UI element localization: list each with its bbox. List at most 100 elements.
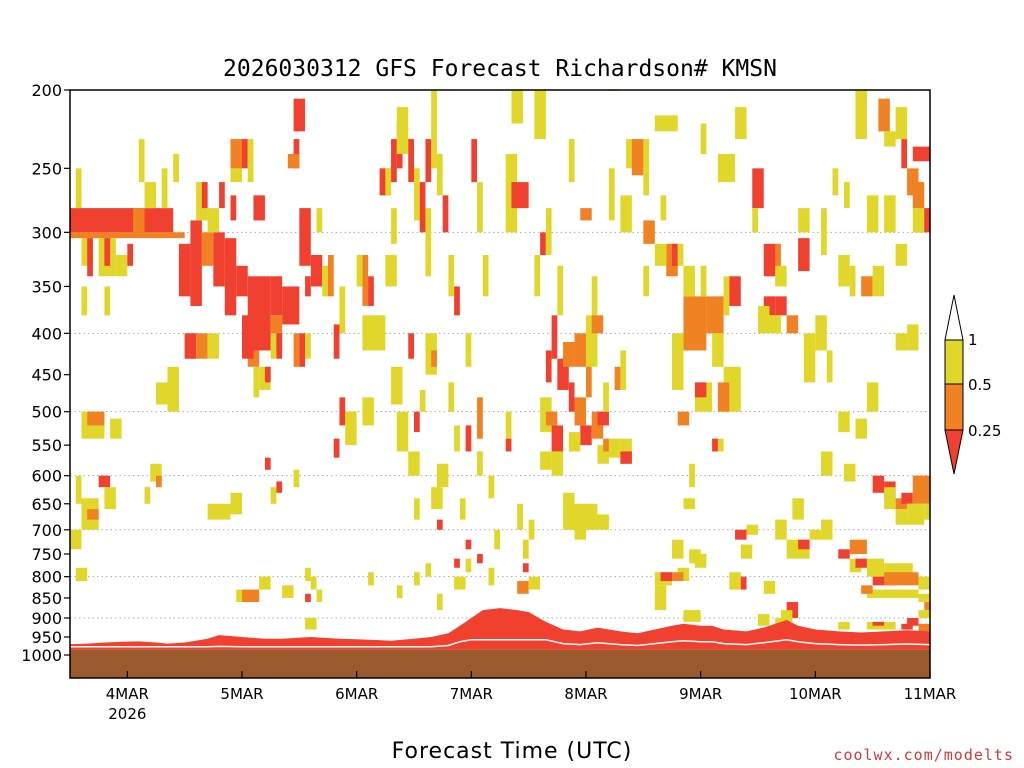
ri-cell <box>207 208 220 233</box>
ri-cell <box>700 265 707 297</box>
ri-cell <box>545 411 558 426</box>
x-tick-label: 10MAR <box>789 685 842 703</box>
ri-cell <box>436 593 443 611</box>
y-tick-label: 450 <box>31 366 62 385</box>
ri-cell <box>454 558 460 568</box>
ri-cell <box>408 139 414 183</box>
ri-cell <box>276 333 283 359</box>
ri-cell <box>545 350 552 383</box>
x-tick-label: 9MAR <box>679 685 722 703</box>
ri-cell <box>540 451 552 470</box>
ri-cell <box>672 243 678 266</box>
ri-cell <box>81 286 88 316</box>
ri-cell <box>287 154 300 169</box>
ri-cell <box>855 90 867 140</box>
ri-cell <box>780 610 793 622</box>
ri-cell <box>161 168 168 209</box>
ri-cell <box>729 572 741 590</box>
ri-cell <box>167 366 179 412</box>
surface-white-contour <box>70 638 931 648</box>
ri-cell <box>391 139 397 183</box>
ri-cell <box>414 168 420 221</box>
ri-cell <box>712 333 724 367</box>
ri-cell <box>884 131 896 147</box>
ri-cell <box>752 168 764 209</box>
ri-cell <box>505 411 512 439</box>
ri-cell <box>419 182 426 233</box>
ri-cell <box>104 286 111 316</box>
ri-cell <box>918 576 930 590</box>
ri-cell <box>396 411 409 452</box>
ri-cell <box>723 276 730 316</box>
y-tick-label: 700 <box>31 521 62 540</box>
ri-cell <box>156 475 162 488</box>
ri-cell <box>293 98 306 132</box>
ri-cell <box>912 182 925 209</box>
ri-cell <box>620 350 627 390</box>
ri-cell <box>196 333 208 359</box>
ri-cell <box>798 238 810 272</box>
ri-cell <box>184 333 197 359</box>
ri-cell <box>465 333 472 367</box>
ri-cell <box>270 276 283 316</box>
ri-cell <box>305 618 317 630</box>
ri-cell <box>872 475 885 493</box>
legend-label: 0.25 <box>968 422 1001 440</box>
credit-text: coolwx.com/modelts <box>833 746 1014 764</box>
ri-cell <box>414 498 420 520</box>
ri-cell <box>442 195 449 233</box>
ri-cell <box>201 232 214 266</box>
ri-cell <box>517 503 523 530</box>
ri-cell <box>431 90 437 169</box>
ri-cell <box>775 519 787 540</box>
ri-cell <box>391 208 397 244</box>
ri-cell <box>270 333 277 359</box>
ri-cell <box>408 333 414 359</box>
x-tick-sublabel: 2026 <box>108 705 146 723</box>
ri-cell <box>173 154 179 183</box>
ri-cell <box>408 451 420 476</box>
ri-cell <box>654 585 667 611</box>
ri-cell <box>528 576 541 590</box>
ri-cell <box>465 425 472 452</box>
legend-top-triangle <box>944 294 964 341</box>
ri-cell <box>717 154 736 183</box>
x-tick-label: 7MAR <box>450 685 493 703</box>
ri-cell <box>735 529 747 540</box>
ri-cell <box>454 286 460 316</box>
ri-cell <box>907 618 919 626</box>
ri-cell <box>465 558 472 573</box>
ri-cell <box>689 463 695 488</box>
ri-cell <box>597 514 609 530</box>
ri-cell <box>620 195 632 233</box>
ri-cell <box>368 572 374 586</box>
ri-cell <box>276 481 283 493</box>
ri-cell <box>333 324 340 359</box>
y-tick-label: 900 <box>31 609 62 628</box>
ri-cell <box>574 397 586 426</box>
ri-cell <box>253 366 260 398</box>
legend-swatch-orange <box>944 383 964 431</box>
ri-cell <box>672 572 684 582</box>
ri-cell <box>901 139 908 169</box>
ri-cell <box>414 572 420 586</box>
ri-cell <box>201 182 208 209</box>
ri-cell <box>832 168 839 196</box>
ri-cell <box>912 475 930 504</box>
ri-cell <box>580 425 592 446</box>
ri-cell <box>293 469 300 488</box>
ri-cell <box>305 593 311 603</box>
ri-cell <box>643 265 650 297</box>
ri-cell <box>259 576 271 590</box>
ri-cell <box>918 593 930 603</box>
plot-background <box>70 90 930 678</box>
ri-cell <box>844 182 850 209</box>
ri-cell <box>264 366 271 383</box>
ri-cell <box>855 418 867 439</box>
y-tick-label: 300 <box>31 223 62 242</box>
ri-cell <box>912 146 930 162</box>
y-tick-label: 650 <box>31 495 62 514</box>
ri-cell <box>150 463 162 482</box>
ri-cell <box>477 397 483 439</box>
ri-cell <box>448 254 455 297</box>
